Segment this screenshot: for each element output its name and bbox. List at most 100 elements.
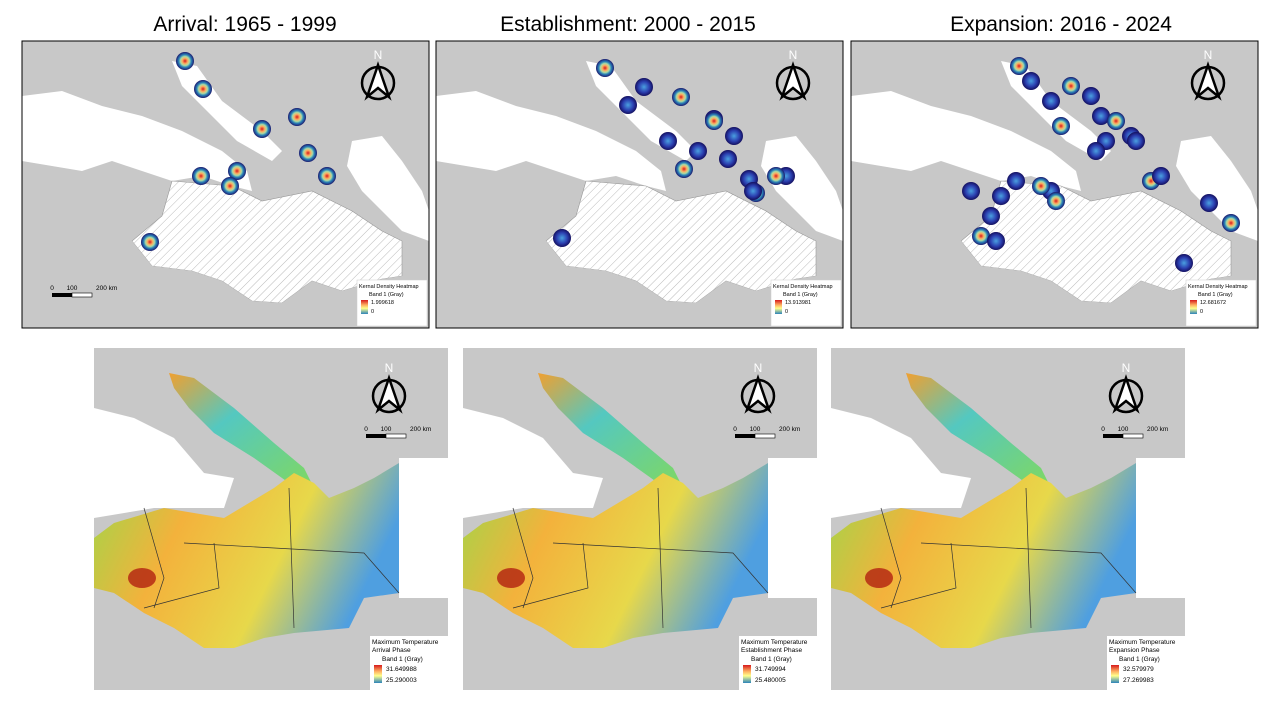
legend-ramp: [775, 300, 782, 314]
zone-boundary: [512, 507, 534, 609]
legend-title: Kernal Density Heatmap: [773, 284, 833, 290]
greece: [768, 458, 817, 598]
density-hotspot: [659, 132, 677, 150]
scale-label: 200 km: [410, 426, 431, 433]
density-hotspot: [194, 80, 212, 98]
legend-ramp: [743, 665, 751, 683]
density-hotspot: [675, 160, 693, 178]
temperature-map: N 0 100 200 km Maximum TemperatureEstablishm…: [463, 348, 817, 690]
legend-min: 0: [371, 309, 374, 315]
scale-label: 0: [50, 285, 54, 292]
hot-spot: [497, 568, 525, 588]
legend-title: Maximum Temperature: [741, 639, 808, 646]
scale-bar: [366, 434, 386, 438]
legend-phase: Expansion Phase: [1109, 647, 1160, 654]
density-map: N Kernal Density Heatmap Band 1 (Gray) 13.9…: [435, 40, 844, 329]
scale-label: 0: [1101, 426, 1105, 433]
legend-band: Band 1 (Gray): [369, 292, 404, 298]
scale-bar: [1122, 433, 1144, 439]
italy: [831, 408, 971, 518]
panel-title: Expansion: 2016 - 2024: [950, 13, 1172, 36]
zone-boundary: [143, 542, 220, 609]
scale-bar: [1103, 434, 1123, 438]
density-hotspot: [596, 59, 614, 77]
zone-boundary: [552, 542, 769, 594]
hot-spot: [128, 568, 156, 588]
legend-min: 0: [785, 309, 788, 315]
legend-title: Kernal Density Heatmap: [1188, 284, 1248, 290]
africa: [851, 211, 1258, 328]
density-hotspot: [972, 227, 990, 245]
legend-box: [770, 279, 842, 327]
density-hotspot: [1010, 57, 1028, 75]
scale-bar: [385, 433, 407, 439]
legend-box: [370, 636, 448, 690]
density-hotspot: [1007, 172, 1025, 190]
scale-label: 0: [364, 426, 368, 433]
north-label: N: [385, 361, 394, 375]
legend-min: 0: [1200, 309, 1203, 315]
adriatic: [169, 373, 314, 488]
density-hotspot: [318, 167, 336, 185]
density-legend: Kernal Density Heatmap Band 1 (Gray) 1.999…: [356, 279, 428, 327]
zone-boundary: [512, 542, 589, 609]
italy: [463, 408, 603, 518]
north-arrow: [1112, 374, 1140, 414]
map-frame: [850, 40, 1259, 329]
legend-band: Band 1 (Gray): [382, 656, 423, 663]
legend-max: 32.579979: [1123, 666, 1154, 673]
zone-boundary: [880, 507, 902, 609]
legend-min: 25.480005: [755, 677, 786, 684]
legend-phase: Arrival Phase: [372, 647, 411, 654]
north-label: N: [754, 361, 763, 375]
legend-title: Maximum Temperature: [372, 639, 439, 646]
zone-boundary: [183, 542, 400, 594]
hot-spot: [865, 568, 893, 588]
scale-label: 200 km: [1147, 426, 1168, 433]
sea: [94, 463, 399, 648]
greece: [761, 136, 843, 241]
legend-box: [1107, 636, 1185, 690]
density-hotspot: [744, 182, 762, 200]
density-map: N 0 100 200 km Kernal Density Heatmap Band 1 …: [21, 40, 430, 329]
legend-max: 31.749994: [755, 666, 786, 673]
density-hotspot: [987, 232, 1005, 250]
adriatic: [538, 373, 683, 488]
density-hotspot: [1047, 192, 1065, 210]
temperature-map: N 0 100 200 km Maximum TemperatureExpansion …: [831, 348, 1185, 690]
zone-boundary: [143, 507, 165, 609]
legend-band: Band 1 (Gray): [783, 292, 818, 298]
density-hotspot: [299, 144, 317, 162]
density-hotspot: [689, 142, 707, 160]
scale-bar: [754, 433, 776, 439]
density-hotspot: [1107, 112, 1125, 130]
scale-label: 200 km: [779, 426, 800, 433]
density-hotspot: [1042, 92, 1060, 110]
density-hotspot: [962, 182, 980, 200]
legend-ramp: [1111, 665, 1119, 683]
density-hotspot: [725, 127, 743, 145]
density-hotspot: [992, 187, 1010, 205]
legend-band: Band 1 (Gray): [1198, 292, 1233, 298]
north-label: N: [374, 48, 383, 62]
legend-box: [1185, 279, 1257, 327]
italy: [436, 91, 666, 191]
density-hotspot: [1222, 214, 1240, 232]
legend-phase: Establishment Phase: [741, 647, 802, 654]
sea: [463, 463, 768, 648]
legend-ramp: [374, 665, 382, 683]
north-arrow: [375, 374, 403, 414]
panel-title: Establishment: 2000 - 2015: [500, 13, 756, 36]
scale-label: 100: [381, 426, 392, 433]
density-hotspot: [982, 207, 1000, 225]
density-hotspot: [1127, 132, 1145, 150]
density-hotspot: [1087, 142, 1105, 160]
density-hotspot: [1092, 107, 1110, 125]
legend-band: Band 1 (Gray): [751, 656, 792, 663]
scale-label: 0: [733, 426, 737, 433]
density-hotspot: [705, 112, 723, 130]
legend-max: 31.649988: [386, 666, 417, 673]
